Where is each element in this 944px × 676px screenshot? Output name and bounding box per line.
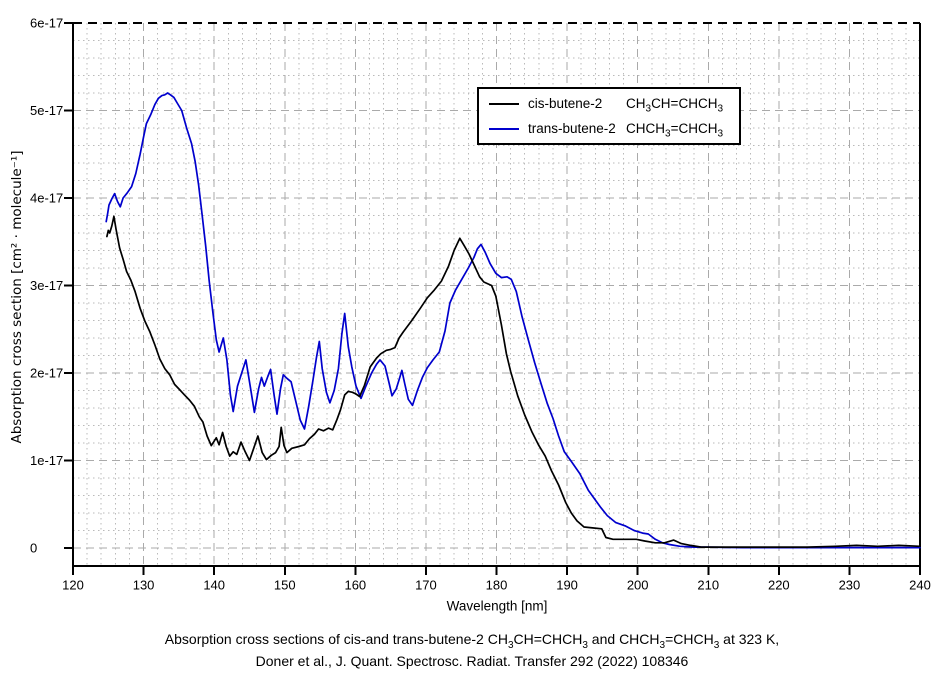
legend-series-name: cis-butene-2 — [528, 96, 603, 111]
y-tick-label: 0 — [30, 541, 37, 556]
formula-subscript: 3 — [717, 128, 724, 140]
x-tick-label: 140 — [203, 578, 225, 593]
x-tick-label: 170 — [415, 578, 437, 593]
caption-formula: CHCH3=CHCH3 — [619, 631, 720, 651]
y-tick-label: 4e-17 — [30, 191, 63, 206]
x-tick-label: 210 — [697, 578, 719, 593]
formula-subscript: 3 — [659, 639, 666, 651]
x-tick-label: 130 — [133, 578, 155, 593]
caption-text: at 323 K, — [719, 631, 780, 647]
x-tick-label: 120 — [62, 578, 84, 593]
x-tick-label: 200 — [627, 578, 649, 593]
caption-text: Absorption cross sections of cis-and tra… — [164, 631, 488, 647]
caption-text: and — [587, 631, 620, 647]
legend-entry-cis-butene-2: cis-butene-2 CH3CH=CHCH3 — [479, 93, 739, 115]
y-tick-label: 6e-17 — [30, 16, 63, 31]
x-tick-label: 190 — [556, 578, 578, 593]
curve-cis-butene-2 — [106, 215, 921, 548]
formula-subscript: 3 — [507, 639, 514, 651]
x-tick-label: 220 — [768, 578, 790, 593]
x-tick-label: 150 — [274, 578, 296, 593]
formula-subscript: 3 — [582, 639, 588, 651]
caption: Absorption cross sections of cis-and tra… — [0, 628, 944, 672]
legend-series-formula: CH3CH=CHCH3 — [626, 96, 724, 115]
y-tick-label: 3e-17 — [30, 278, 63, 293]
caption-line-2: Doner et al., J. Quant. Spectrosc. Radia… — [255, 653, 689, 669]
x-tick-label: 160 — [344, 578, 366, 593]
legend-line-sample — [489, 127, 519, 130]
legend: cis-butene-2 CH3CH=CHCH3 trans-butene-2 CHC… — [477, 87, 741, 145]
formula-subscript: 3 — [645, 103, 652, 115]
y-tick-label: 2e-17 — [30, 366, 63, 381]
curve-trans-butene-2 — [105, 92, 921, 549]
plot-area: 120 130 140 150 160 170 180 190 200 210 220 230 240 0… — [30, 16, 931, 593]
caption-formula: CH3CH=CHCH3 — [487, 631, 588, 651]
x-tick-label: 230 — [839, 578, 861, 593]
legend-series-name: trans-butene-2 — [528, 121, 616, 136]
x-tick-label: 180 — [486, 578, 508, 593]
x-tick-label: 240 — [909, 578, 931, 593]
legend-series-formula: CHCH3=CHCH3 — [626, 121, 724, 140]
y-axis-title: Absorption cross section [cm² · molecule… — [9, 150, 25, 444]
caption-line-1: Absorption cross sections of cis-and tra… — [0, 628, 944, 650]
y-tick-label: 5e-17 — [30, 103, 63, 118]
formula-subscript: 3 — [717, 103, 724, 115]
legend-line-sample — [489, 102, 519, 105]
formula-subscript: 3 — [665, 128, 671, 140]
formula-subscript: 3 — [713, 639, 720, 651]
legend-entry-trans-butene-2: trans-butene-2 CHCH3=CHCH3 — [479, 118, 739, 140]
y-tick-label: 1e-17 — [30, 453, 63, 468]
x-axis-title: Wavelength [nm] — [446, 598, 548, 614]
